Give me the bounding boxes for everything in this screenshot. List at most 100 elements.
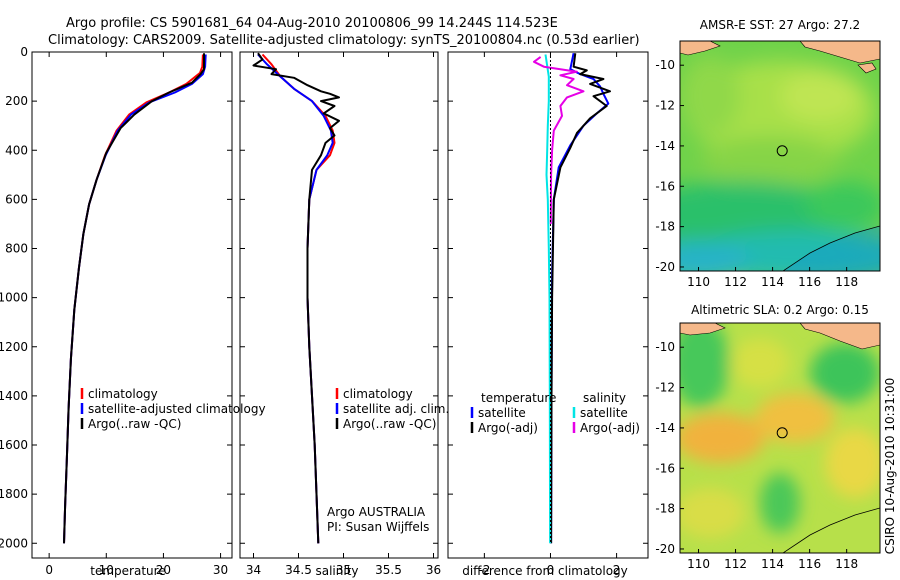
- legend-label: Argo(-adj): [478, 421, 538, 435]
- salinity-depth-ticks: [240, 51, 438, 544]
- lon-tick-label: 118: [835, 557, 858, 571]
- x-tick-label: 2: [613, 563, 621, 577]
- depth-tick-label: 1400: [0, 389, 28, 403]
- salinity-axis-ticks: 34 34.5 35 35.5 36: [246, 52, 441, 577]
- profile-line: [550, 52, 610, 544]
- argo-program-label: Argo AUSTRALIA: [327, 505, 426, 519]
- lat-tick-label: -16: [655, 461, 675, 475]
- lat-tick-label: -14: [655, 139, 675, 153]
- temperature-axis-label: temperature: [90, 564, 165, 578]
- depth-tick-label: 600: [5, 192, 28, 206]
- lat-tick-label: -18: [655, 502, 675, 516]
- lon-tick-label: 112: [724, 557, 747, 571]
- sst-map-panel: AMSR-E SST: 27 Argo: 27.2: [655, 18, 881, 289]
- legend-label: satellite adj. clim.: [343, 402, 449, 416]
- difference-depth-ticks: [448, 51, 648, 544]
- legend-label: Argo(-adj): [580, 421, 640, 435]
- salinity-axis-label: salinity: [315, 564, 358, 578]
- legend-label: climatology: [343, 387, 413, 401]
- depth-tick-label: 1600: [0, 438, 28, 452]
- sst-argo-marker: [776, 145, 788, 157]
- sst-map-title: AMSR-E SST: 27 Argo: 27.2: [700, 18, 860, 32]
- profile-line: [63, 54, 204, 544]
- sla-land: [680, 323, 880, 553]
- salinity-profiles: [252, 52, 340, 544]
- legend-label: satellite: [580, 406, 628, 420]
- side-timestamp: CSIRO 10-Aug-2010 10:31:00: [883, 378, 897, 554]
- lon-tick-label: 110: [687, 275, 710, 289]
- sla-map-ticks: 110 112 114 116 118 -10 -12 -14 -16 -18 -20: [655, 340, 858, 571]
- profile-line: [544, 54, 552, 544]
- depth-tick-label: 800: [5, 242, 28, 256]
- difference-plot-frame: [447, 51, 649, 559]
- sst-map-frame: [679, 40, 881, 272]
- temperature-profiles: [63, 53, 207, 544]
- x-tick-label: 36: [426, 563, 441, 577]
- legend-label: climatology: [88, 387, 158, 401]
- legend-label: Argo(..raw -QC): [343, 417, 436, 431]
- temperature-plot-frame: [31, 51, 233, 559]
- lat-tick-label: -16: [655, 179, 675, 193]
- legend-header-temperature: temperature: [481, 391, 556, 405]
- difference-profiles: [533, 52, 611, 544]
- lat-tick-label: -20: [655, 260, 675, 274]
- x-tick-label: -2: [478, 563, 490, 577]
- depth-tick-label: 400: [5, 143, 28, 157]
- sla-map-panel: Altimetric SLA: 0.2 Argo: 0.15 110 112 114: [655, 303, 881, 571]
- lat-tick-label: -20: [655, 542, 675, 556]
- temperature-panel: 0 200 400 600 800 1000 1200 1400 1600 1800 2000 0 1…: [0, 45, 266, 578]
- header-line-1: Argo profile: CS 5901681_64 04-Aug-2010 …: [66, 16, 558, 31]
- profile-line: [550, 53, 611, 544]
- sst-field: [680, 41, 880, 271]
- depth-axis-ticks: 0 200 400 600 800 1000 1200 1400 1600 1800 2000: [0, 45, 232, 550]
- lon-tick-label: 114: [761, 557, 784, 571]
- depth-tick-label: 0: [20, 45, 28, 59]
- lon-tick-label: 112: [724, 275, 747, 289]
- x-tick-label: 0: [45, 563, 53, 577]
- lat-tick-label: -10: [655, 58, 675, 72]
- sla-map-frame: [679, 322, 881, 554]
- sst-land: [680, 41, 880, 271]
- sla-map-title: Altimetric SLA: 0.2 Argo: 0.15: [691, 303, 869, 317]
- profile-line: [252, 52, 340, 544]
- x-tick-label: 35: [336, 563, 351, 577]
- pi-label: PI: Susan Wijffels: [327, 520, 429, 534]
- x-tick-label: 35.5: [375, 563, 402, 577]
- salinity-plot-frame: [239, 51, 439, 559]
- difference-axis-label: difference from climatology: [462, 564, 628, 578]
- depth-tick-label: 2000: [0, 536, 28, 550]
- x-tick-label: 34: [246, 563, 261, 577]
- lon-tick-label: 110: [687, 557, 710, 571]
- x-tick-label: 34.5: [285, 563, 312, 577]
- difference-panel: -2 0 2 temperature salinitysatelliteArgo(-a…: [447, 51, 649, 578]
- lon-tick-label: 116: [798, 275, 821, 289]
- lat-tick-label: -12: [655, 381, 675, 395]
- sla-field: [680, 323, 880, 553]
- lat-tick-label: -18: [655, 220, 675, 234]
- lat-tick-label: -14: [655, 421, 675, 435]
- profile-line: [261, 53, 336, 544]
- depth-tick-label: 1200: [0, 340, 28, 354]
- lat-tick-label: -10: [655, 340, 675, 354]
- x-tick-label: 0: [547, 563, 555, 577]
- legend-header-salinity: salinity: [583, 391, 626, 405]
- profile-line: [63, 53, 205, 544]
- legend-label: satellite: [478, 406, 526, 420]
- sla-argo-marker: [776, 427, 788, 439]
- lat-tick-label: -12: [655, 99, 675, 113]
- header-line-2: Climatology: CARS2009. Satellite-adjuste…: [48, 33, 640, 48]
- temperature-axis-ticks: 0 10 20 30: [45, 52, 228, 577]
- legend-label: satellite-adjusted climatology: [88, 402, 266, 416]
- x-tick-label: 10: [99, 563, 114, 577]
- lon-tick-label: 114: [761, 275, 784, 289]
- depth-tick-label: 1800: [0, 487, 28, 501]
- profile-line: [257, 53, 334, 544]
- x-tick-label: 20: [156, 563, 171, 577]
- depth-tick-label: 1000: [0, 291, 28, 305]
- profile-line: [533, 56, 585, 224]
- depth-tick-label: 200: [5, 94, 28, 108]
